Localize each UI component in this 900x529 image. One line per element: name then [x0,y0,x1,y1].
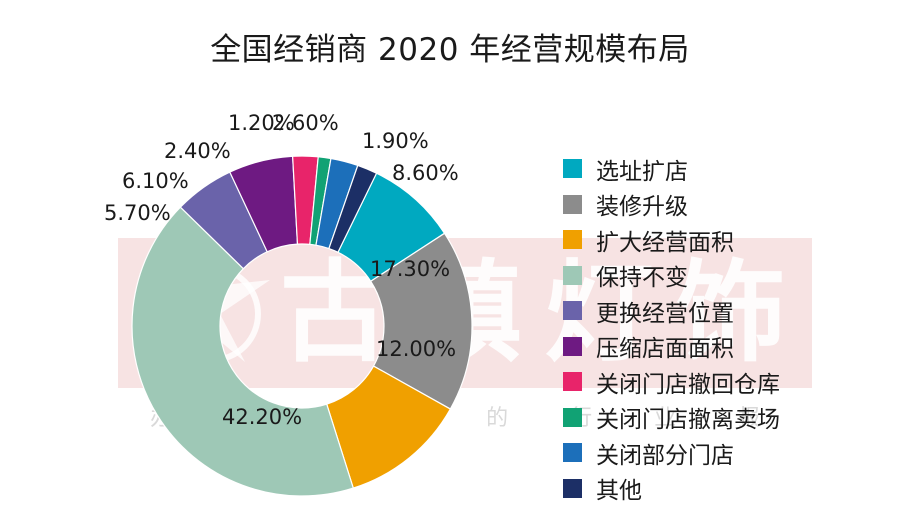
legend-swatch [563,194,582,214]
legend-item: 装修升级 [563,187,780,223]
watermark-slogan-char: 业 [654,406,739,431]
slice-data-label: 2.40% [164,139,231,163]
legend-swatch [563,372,582,392]
legend-item: 保持不变 [563,258,780,294]
legend-label: 关闭部分门店 [596,442,734,469]
watermark-slogan-char: 报 [738,406,823,431]
slice-data-label: 2.60% [272,111,339,135]
slice-data-label: 5.70% [104,201,171,225]
legend-item: 关闭门店撤离卖场 [563,400,780,436]
slice-data-label: 8.60% [392,161,459,185]
legend-label: 选址扩店 [596,158,688,185]
legend-label: 关闭门店撤回仓库 [596,371,780,398]
slice-data-label: 1.90% [362,129,429,153]
legend-item: 其他 [563,471,780,507]
legend-swatch [563,443,582,463]
slice-data-label: 17.30% [370,257,450,281]
chart-legend: 选址扩店装修升级扩大经营面积 保持不变更换经营位置 压缩店面面积关闭门店撤回仓库 关闭… [563,151,780,506]
legend-swatch [563,265,582,285]
slice-data-label: 12.00% [376,337,456,361]
legend-label: 保持不变 [596,265,688,292]
legend-label: 更换经营位置 [596,300,734,327]
legend-swatch [563,407,582,427]
legend-label: 其他 [596,478,642,505]
legend-item: 关闭门店撤回仓库 [563,364,780,400]
legend-label: 装修升级 [596,194,688,221]
slice-data-label: 1.20% [228,111,295,135]
legend-item: 关闭部分门店 [563,435,780,471]
legend-label: 扩大经营面积 [596,229,734,256]
donut-slice [328,164,378,254]
donut-slice [131,206,355,497]
legend-swatch [563,230,582,250]
legend-label: 关闭门店撤离卖场 [596,407,780,434]
legend-swatch [563,159,582,179]
legend-item: 压缩店面面积 [563,329,780,365]
legend-swatch [563,336,582,356]
slice-data-label: 42.20% [222,405,302,429]
legend-swatch [563,301,582,321]
legend-item: 扩大经营面积 [563,222,780,258]
legend-swatch [563,478,582,498]
watermark-slogan-char: 的 [486,406,571,431]
donut-slice [369,232,473,410]
legend-label: 压缩店面面积 [596,336,734,363]
legend-item: 选址扩店 [563,151,780,187]
chart-title: 全国经销商 2020 年经营规模布局 [210,32,690,68]
slice-data-label: 6.10% [122,169,189,193]
legend-item: 更换经营位置 [563,293,780,329]
